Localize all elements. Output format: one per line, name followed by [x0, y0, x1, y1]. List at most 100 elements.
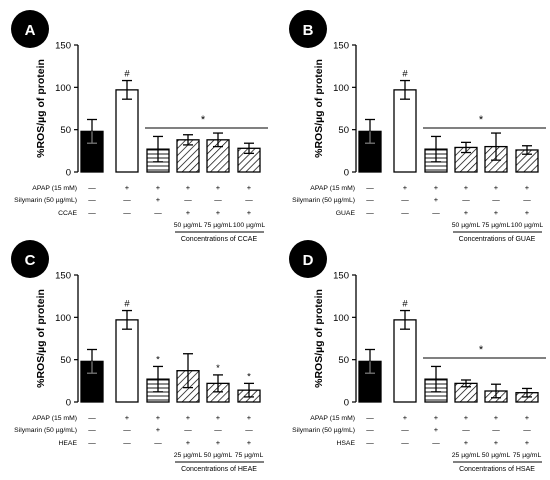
y-axis-label: %ROS/µg of protein	[35, 59, 47, 158]
row-value: +	[464, 413, 469, 422]
y-tick-label: 0	[344, 398, 349, 409]
row-label: Silymarin (50 µg/mL)	[292, 197, 355, 204]
row-value: —	[401, 438, 409, 447]
bar	[115, 89, 139, 173]
y-tick-label: 100	[333, 83, 349, 94]
row-value: —	[366, 195, 374, 204]
row-value: +	[216, 413, 221, 422]
row-value: —	[492, 195, 500, 204]
row-value: +	[156, 425, 161, 434]
concentration-label: 50 µg/mL	[174, 222, 203, 229]
row-value: —	[123, 425, 131, 434]
row-value: +	[525, 183, 530, 192]
y-tick-label: 50	[338, 125, 349, 136]
row-value: +	[434, 425, 439, 434]
row-value: +	[125, 413, 130, 422]
row-value: +	[186, 208, 191, 217]
row-value: —	[123, 195, 131, 204]
row-value: —	[492, 425, 500, 434]
row-value: —	[523, 195, 531, 204]
row-label: APAP (15 mM)	[32, 185, 77, 192]
row-value: —	[88, 183, 96, 192]
row-value: +	[247, 413, 252, 422]
panel-c: C 0 50 100 150 %ROS/µg of protein # * * * APAP (15…	[11, 240, 264, 473]
row-value: +	[434, 183, 439, 192]
row-value: +	[247, 438, 252, 447]
concentration-label: 75 µg/mL	[204, 222, 233, 229]
row-value: +	[525, 438, 530, 447]
row-value: +	[525, 208, 530, 217]
row-value: +	[186, 413, 191, 422]
concentration-label: 75 µg/mL	[235, 452, 264, 459]
row-value: +	[434, 413, 439, 422]
row-value: —	[214, 425, 222, 434]
significance-mark: #	[124, 69, 130, 80]
y-tick-label: 0	[344, 168, 349, 179]
row-value: —	[432, 438, 440, 447]
significance-star: *	[479, 344, 484, 356]
row-value: +	[186, 438, 191, 447]
row-value: —	[184, 195, 192, 204]
row-value: +	[216, 208, 221, 217]
y-tick-label: 150	[333, 41, 349, 52]
panel-label: A	[25, 22, 36, 39]
row-value: +	[403, 183, 408, 192]
panel-label: D	[303, 252, 314, 269]
row-value: —	[401, 425, 409, 434]
row-value: —	[88, 208, 96, 217]
row-value: —	[88, 413, 96, 422]
y-tick-label: 100	[55, 313, 71, 324]
row-value: +	[494, 438, 499, 447]
row-label: HSAE	[336, 440, 355, 447]
row-value: —	[401, 208, 409, 217]
y-tick-label: 100	[333, 313, 349, 324]
significance-mark: *	[156, 354, 160, 365]
row-value: —	[154, 438, 162, 447]
row-label: CCAE	[58, 210, 77, 217]
row-value: —	[401, 195, 409, 204]
row-label: GUAE	[336, 210, 356, 217]
y-tick-label: 50	[60, 355, 71, 366]
row-value: +	[247, 183, 252, 192]
panel-a: A 0 50 100 150 %ROS/µg of protein # * APAP (15 m…	[11, 10, 268, 243]
row-label: APAP (15 mM)	[32, 415, 77, 422]
row-value: +	[464, 438, 469, 447]
bar	[115, 319, 139, 403]
panel-badge	[289, 10, 327, 48]
row-value: +	[156, 413, 161, 422]
y-axis-label: %ROS/µg of protein	[35, 289, 47, 388]
row-value: —	[88, 195, 96, 204]
row-label: APAP (15 mM)	[310, 185, 355, 192]
y-tick-label: 100	[55, 83, 71, 94]
significance-mark: #	[402, 69, 408, 80]
panel-d: D 0 50 100 150 %ROS/µg of protein # * APAP (15 m…	[289, 240, 546, 473]
row-value: +	[494, 208, 499, 217]
row-value: +	[216, 183, 221, 192]
row-value: +	[156, 183, 161, 192]
row-label: HEAE	[58, 440, 77, 447]
row-value: +	[494, 413, 499, 422]
panel-badge	[11, 10, 49, 48]
row-value: —	[154, 208, 162, 217]
y-axis-label: %ROS/µg of protein	[313, 59, 325, 158]
concentration-label: 75 µg/mL	[482, 222, 511, 229]
y-tick-label: 0	[66, 168, 71, 179]
row-label: Silymarin (50 µg/mL)	[14, 427, 77, 434]
row-value: —	[366, 413, 374, 422]
panel-label: B	[303, 22, 314, 39]
panel-b: B 0 50 100 150 %ROS/µg of protein # * APAP (15 m…	[289, 10, 546, 243]
significance-mark: *	[216, 363, 220, 374]
concentration-caption: Concentrations of HSAE	[459, 466, 535, 473]
row-value: —	[214, 195, 222, 204]
row-label: Silymarin (50 µg/mL)	[14, 197, 77, 204]
concentration-caption: Concentrations of GUAE	[459, 236, 536, 243]
bar	[393, 319, 417, 403]
row-value: —	[366, 183, 374, 192]
y-tick-label: 50	[338, 355, 349, 366]
row-label: Silymarin (50 µg/mL)	[292, 427, 355, 434]
row-value: —	[88, 438, 96, 447]
row-value: +	[464, 208, 469, 217]
concentration-label: 50 µg/mL	[482, 452, 511, 459]
significance-mark: *	[247, 371, 251, 382]
